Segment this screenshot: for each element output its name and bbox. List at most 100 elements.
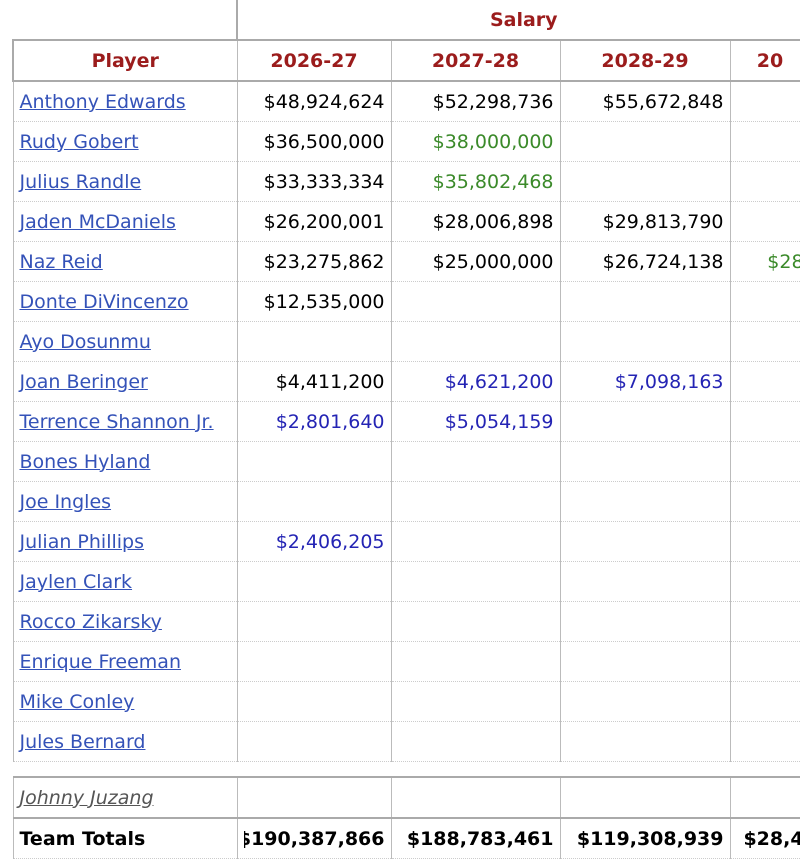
- salary-table: Salary Player 2026-27 2027-28 2028-29 20 Antho…: [12, 0, 800, 859]
- salary-cell: [560, 521, 731, 562]
- player-link[interactable]: Terrence Shannon Jr.: [19, 410, 214, 433]
- salary-cell: $38,000,000: [391, 121, 561, 162]
- salary-cell: [237, 441, 392, 482]
- salary-value: $26,200,001: [263, 210, 385, 233]
- salary-cell: [391, 641, 561, 682]
- salary-cell: [730, 681, 800, 722]
- player-link[interactable]: Mike Conley: [19, 690, 135, 713]
- salary-cell: [560, 161, 731, 202]
- total-cell: $190,387,866: [237, 817, 392, 859]
- salary-cell: $2,801,640: [237, 401, 392, 442]
- total-cell: $28,4: [730, 817, 800, 859]
- player-link[interactable]: Rocco Zikarsky: [19, 610, 162, 633]
- salary-cell: [560, 401, 731, 442]
- salary-cell: [730, 161, 800, 202]
- player-row: Terrence Shannon Jr. $2,801,640 $5,054,159: [12, 401, 800, 442]
- salary-table-view: Salary Player 2026-27 2027-28 2028-29 20 Antho…: [12, 0, 800, 861]
- total-cell: $188,783,461: [391, 817, 561, 859]
- player-link[interactable]: Enrique Freeman: [19, 650, 181, 673]
- column-header: Player: [12, 39, 238, 82]
- separator-cell: [13, 761, 237, 778]
- salary-cell: [560, 681, 731, 722]
- salary-wrap: $2,801,640: [244, 411, 385, 433]
- salary-wrap: $25,000,000: [398, 251, 554, 273]
- column-header: 2027-28: [391, 39, 561, 82]
- salary-cell: $36,500,000: [237, 121, 392, 162]
- player-row: Joe Ingles: [12, 481, 800, 522]
- player-link[interactable]: Joan Beringer: [19, 370, 148, 393]
- salary-value: $28: [767, 250, 800, 273]
- total-value: $188,783,461: [406, 827, 554, 850]
- salary-cell: $55,672,848: [560, 81, 731, 122]
- salary-cell: [730, 321, 800, 362]
- salary-cell: $28: [730, 241, 800, 282]
- player-link[interactable]: Johnny Juzang: [19, 786, 154, 809]
- player-row: Rocco Zikarsky: [12, 601, 800, 642]
- player-link[interactable]: Julian Phillips: [19, 530, 145, 553]
- player-row: Ayo Dosunmu: [12, 321, 800, 362]
- empty-header: [13, 0, 238, 41]
- salary-value: $23,275,862: [263, 250, 385, 273]
- salary-cell: $12,535,000: [237, 281, 392, 322]
- salary-cell: $4,411,200: [237, 361, 392, 402]
- salary-value: $2,801,640: [275, 410, 385, 433]
- salary-cell: $52,298,736: [391, 81, 561, 122]
- salary-cell: [560, 281, 731, 322]
- salary-wrap: $26,724,138: [567, 251, 724, 273]
- salary-cell: [391, 441, 561, 482]
- player-row: Joan Beringer $4,411,200 $4,621,200 $7,098,…: [12, 361, 800, 402]
- salary-cell: [730, 81, 800, 122]
- salary-cell: [730, 361, 800, 402]
- player-link[interactable]: Naz Reid: [19, 250, 103, 273]
- salary-cell: [560, 721, 731, 762]
- separator-cell: [391, 761, 560, 778]
- total-wrap: $190,387,866: [244, 828, 385, 850]
- salary-value: $7,098,163: [614, 370, 724, 393]
- player-link[interactable]: Jaylen Clark: [19, 570, 133, 593]
- salary-wrap: $5,054,159: [398, 411, 554, 433]
- player-link[interactable]: Bones Hyland: [19, 450, 151, 473]
- salary-cell: [237, 481, 392, 522]
- player-link[interactable]: Rudy Gobert: [19, 130, 139, 153]
- salary-wrap: $4,621,200: [398, 371, 554, 393]
- separator-cell: [560, 761, 730, 778]
- salary-cell: [391, 721, 561, 762]
- player-link[interactable]: Donte DiVincenzo: [19, 290, 189, 313]
- salary-value: $4,621,200: [444, 370, 554, 393]
- player-cell: Joan Beringer: [12, 361, 238, 402]
- salary-cell: [391, 321, 561, 362]
- total-cell: $119,308,939: [560, 817, 731, 859]
- salary-cell: $35,802,468: [391, 161, 561, 202]
- player-link[interactable]: Jaden McDaniels: [19, 210, 176, 233]
- player-cell: Joe Ingles: [12, 481, 238, 522]
- player-cell: Ayo Dosunmu: [12, 321, 238, 362]
- player-link[interactable]: Anthony Edwards: [19, 90, 186, 113]
- salary-value: $33,333,334: [263, 170, 385, 193]
- player-cell: Jaden McDaniels: [12, 201, 238, 242]
- player-row: Julian Phillips $2,406,205: [12, 521, 800, 562]
- total-value: $119,308,939: [576, 827, 724, 850]
- salary-wrap: $48,924,624: [244, 91, 385, 113]
- player-link[interactable]: Joe Ingles: [19, 490, 112, 513]
- player-row: Bones Hyland: [12, 441, 800, 482]
- player-link[interactable]: Jules Bernard: [19, 730, 146, 753]
- player-link[interactable]: Ayo Dosunmu: [19, 330, 151, 353]
- player-link[interactable]: Julius Randle: [19, 170, 142, 193]
- salary-cell: [560, 441, 731, 482]
- salary-wrap: $2,406,205: [244, 531, 385, 553]
- salary-cell: [560, 561, 731, 602]
- salary-wrap: $33,333,334: [244, 171, 385, 193]
- salary-value: $55,672,848: [602, 90, 724, 113]
- player-row: Johnny Juzang: [12, 777, 800, 819]
- salary-cell: [237, 777, 392, 819]
- salary-cell: $29,813,790: [560, 201, 731, 242]
- total-wrap: $28,4: [737, 828, 800, 850]
- salary-cell: [391, 601, 561, 642]
- player-cell: Rocco Zikarsky: [12, 601, 238, 642]
- salary-cell: [730, 601, 800, 642]
- salary-cell: [391, 481, 561, 522]
- salary-value: $52,298,736: [432, 90, 554, 113]
- salary-cell: [560, 121, 731, 162]
- salary-value: $5,054,159: [444, 410, 554, 433]
- salary-cell: $2,406,205: [237, 521, 392, 562]
